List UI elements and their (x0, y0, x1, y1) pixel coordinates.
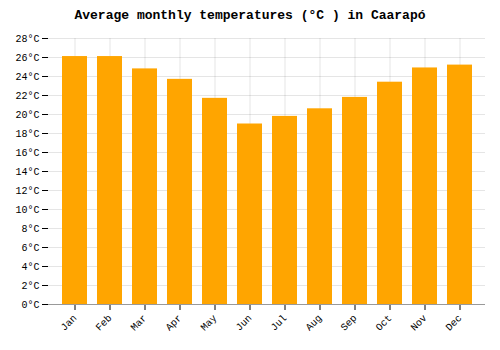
svg-text:Oct: Oct (374, 313, 395, 334)
svg-text:12°C: 12°C (15, 186, 39, 197)
svg-text:26°C: 26°C (15, 53, 39, 64)
svg-text:14°C: 14°C (15, 167, 39, 178)
svg-text:2°C: 2°C (21, 281, 39, 292)
svg-text:24°C: 24°C (15, 72, 39, 83)
svg-text:Sep: Sep (339, 313, 360, 334)
svg-text:Aug: Aug (304, 313, 325, 334)
svg-text:Dec: Dec (444, 313, 465, 334)
svg-text:Jun: Jun (234, 313, 255, 334)
svg-text:Jul: Jul (269, 313, 290, 334)
svg-text:20°C: 20°C (15, 110, 39, 121)
svg-text:4°C: 4°C (21, 262, 39, 273)
svg-text:May: May (199, 313, 220, 334)
svg-text:10°C: 10°C (15, 205, 39, 216)
html-text:Average monthly temperatures (: Average monthly temperatures (°C ) in Ca… (74, 8, 426, 23)
svg-text:Feb: Feb (94, 313, 115, 334)
svg-text:Mar: Mar (129, 313, 150, 334)
svg-text:Nov: Nov (409, 313, 430, 334)
svg-text:8°C: 8°C (21, 224, 39, 235)
svg-text:16°C: 16°C (15, 148, 39, 159)
svg-text:28°C: 28°C (15, 34, 39, 45)
svg-text:22°C: 22°C (15, 91, 39, 102)
svg-text:Jan: Jan (59, 313, 80, 334)
svg-text:18°C: 18°C (15, 129, 39, 140)
svg-text:0°C: 0°C (21, 300, 39, 311)
svg-text:Apr: Apr (164, 313, 185, 334)
svg-text:6°C: 6°C (21, 243, 39, 254)
